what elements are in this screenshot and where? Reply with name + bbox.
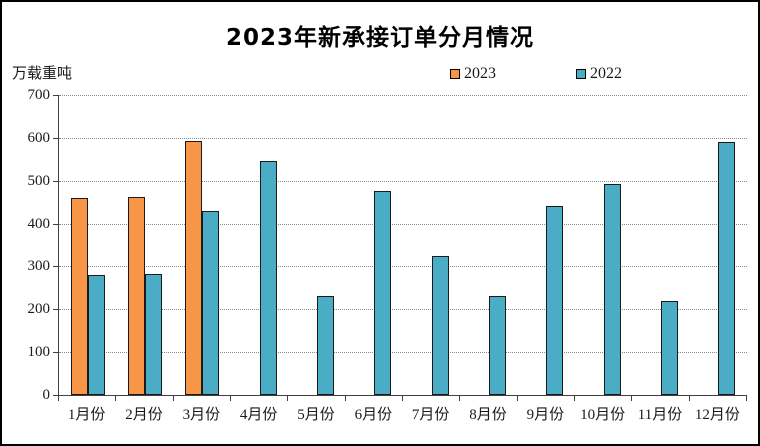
plot-area: [58, 95, 747, 396]
y-axis-unit-label: 万载重吨: [12, 66, 73, 82]
y-axis-tick: [53, 180, 58, 182]
bar-2022-1月份: [87, 275, 105, 395]
x-axis-label: 10月份: [580, 407, 626, 423]
y-axis-tick: [53, 395, 58, 396]
y-axis-label: 400: [27, 215, 51, 232]
y-axis-tick: [53, 352, 58, 354]
y-axis-tick: [53, 309, 58, 311]
bar-2022-9月份: [546, 206, 564, 395]
y-axis-label: 700: [27, 87, 51, 103]
x-axis-label: 9月份: [526, 407, 565, 423]
y-axis-label: 0: [42, 387, 51, 403]
gridline-700: [59, 95, 747, 96]
x-axis-label: 12月份: [694, 407, 740, 423]
x-axis-tick: [344, 396, 346, 401]
x-axis-label: 8月份: [469, 407, 507, 423]
x-axis-tick: [287, 396, 289, 401]
x-axis-label: 4月份: [239, 407, 278, 423]
x-axis-label: 7月份: [411, 407, 450, 423]
gridline-300: [59, 266, 747, 268]
y-axis-label: 200: [27, 301, 51, 318]
legend-swatch-2022: [576, 69, 586, 79]
x-axis-tick: [58, 396, 59, 401]
chart-title: 2023年新承接订单分月情况: [225, 25, 534, 51]
y-axis-label: 600: [27, 129, 51, 146]
y-axis-label: 500: [27, 172, 51, 189]
bar-2022-12月份: [718, 141, 736, 395]
bar-2023-3月份: [185, 140, 203, 395]
gridline-500: [59, 180, 747, 182]
y-axis-tick: [53, 266, 58, 268]
y-axis-tick: [53, 137, 58, 139]
x-axis-tick: [115, 396, 117, 401]
x-axis-label: 2月份: [125, 407, 163, 423]
y-axis-tick: [53, 223, 58, 225]
x-axis-tick: [459, 396, 461, 401]
x-axis-tick: [172, 396, 174, 401]
x-axis-label: 6月份: [354, 407, 393, 423]
legend-item-2023: 2023: [450, 65, 496, 83]
x-axis-label: 5月份: [297, 407, 335, 423]
y-axis-label: 300: [27, 258, 51, 275]
x-axis-tick: [631, 396, 633, 401]
y-axis-label: 100: [27, 344, 51, 361]
bar-2023-1月份: [70, 197, 88, 395]
gridline-600: [59, 137, 747, 139]
y-axis-tick: [53, 95, 58, 96]
bar-2022-8月份: [489, 295, 506, 395]
bar-2022-4月份: [259, 160, 277, 395]
gridline-200: [59, 309, 747, 311]
gridline-100: [59, 352, 747, 354]
bar-2022-5月份: [317, 296, 334, 395]
x-axis-tick: [574, 396, 575, 401]
legend-item-2022: 2022: [576, 65, 622, 83]
x-axis-tick: [516, 396, 518, 401]
legend-label-2023: 2023: [464, 65, 496, 82]
legend: 2023 2022: [450, 65, 622, 83]
legend-swatch-2023: [450, 69, 460, 79]
x-axis-tick: [746, 396, 747, 401]
bar-2022-6月份: [374, 190, 392, 395]
x-axis-tick: [688, 396, 690, 401]
bar-2023-2月份: [128, 197, 145, 395]
gridline-400: [59, 223, 747, 225]
x-axis-tick: [402, 396, 403, 401]
x-axis-label: 11月份: [637, 407, 683, 423]
legend-label-2022: 2022: [590, 65, 622, 82]
x-axis-tick: [230, 396, 231, 401]
x-axis-label: 1月份: [67, 407, 106, 423]
bar-2022-3月份: [202, 210, 220, 395]
x-axis-label: 3月份: [182, 407, 221, 423]
bar-2022-2月份: [145, 274, 162, 395]
bar-2022-10月份: [603, 183, 621, 395]
bar-2022-7月份: [431, 255, 449, 395]
bar-2022-11月份: [661, 300, 678, 395]
